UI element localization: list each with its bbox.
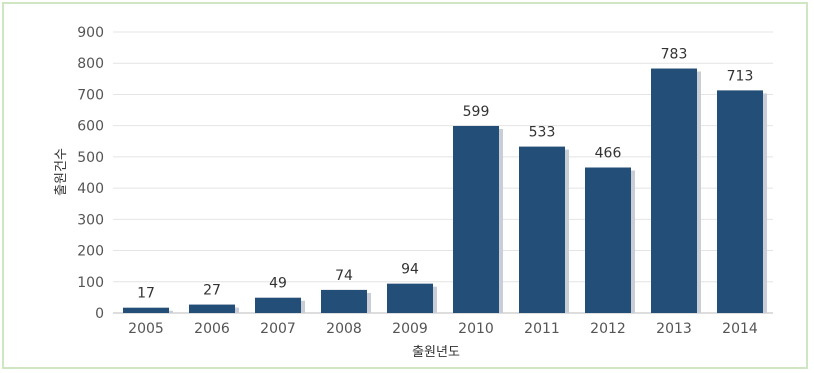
bar-value-label: 74 [335, 268, 353, 284]
bar-value-label: 466 [595, 146, 622, 162]
bar [453, 125, 499, 314]
bar [255, 297, 301, 313]
bar [519, 146, 565, 313]
x-tick-label: 2005 [128, 321, 164, 337]
bars [123, 68, 763, 314]
bar [651, 68, 697, 313]
bar-value-label: 17 [137, 286, 155, 302]
bar-value-label: 27 [203, 283, 221, 299]
y-tick-label: 500 [77, 150, 104, 166]
y-tick-label: 0 [95, 306, 104, 322]
x-tick-label: 2013 [656, 321, 692, 337]
bar [585, 167, 631, 313]
x-tick-label: 2012 [590, 321, 626, 337]
bar-value-label: 599 [463, 104, 490, 120]
x-tick-label: 2006 [194, 321, 230, 337]
bar [321, 289, 367, 313]
x-axis-title: 출원년도 [412, 345, 460, 360]
x-tick-label: 2007 [260, 321, 296, 337]
y-axis-title: 출원건수 [54, 148, 69, 196]
y-tick-label: 700 [77, 87, 104, 103]
x-tick-labels: 2005 2006 2007 2008 2009 2010 2011 2012 2013 2014 [128, 321, 758, 337]
bar-value-label: 713 [727, 68, 754, 84]
x-tick-label: 2011 [524, 321, 560, 337]
y-tick-label: 100 [77, 275, 104, 291]
value-labels: 17 27 49 74 94 599 533 466 783 713 [137, 47, 753, 302]
y-tick-labels: 0 100 200 300 400 500 600 700 800 900 [77, 25, 104, 322]
y-tick-label: 400 [77, 181, 104, 197]
bar-value-label: 49 [269, 276, 287, 292]
bar [387, 283, 433, 313]
bar [189, 304, 235, 313]
x-tick-label: 2008 [326, 321, 362, 337]
bar-value-label: 533 [529, 125, 556, 141]
x-tick-label: 2010 [458, 321, 494, 337]
bar-value-label: 94 [401, 262, 419, 278]
y-tick-label: 900 [77, 25, 104, 41]
bar [717, 90, 763, 313]
y-tick-label: 300 [77, 212, 104, 228]
y-tick-label: 600 [77, 119, 104, 135]
x-tick-label: 2009 [392, 321, 428, 337]
bar [123, 307, 169, 313]
x-tick-label: 2014 [722, 321, 758, 337]
y-tick-label: 800 [77, 56, 104, 72]
y-tick-label: 200 [77, 244, 104, 260]
bar-value-label: 783 [661, 47, 688, 63]
